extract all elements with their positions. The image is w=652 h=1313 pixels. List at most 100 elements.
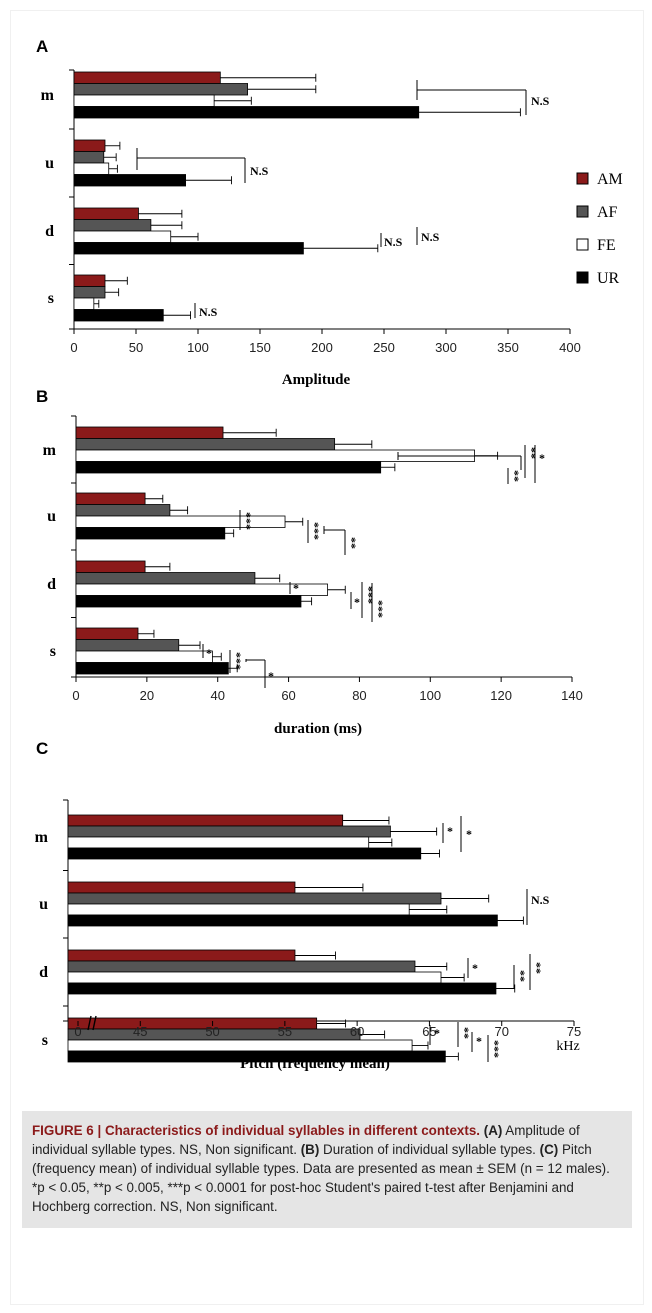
bar-FE-d xyxy=(73,230,172,243)
significance-label: N.S xyxy=(531,94,550,108)
bar-FE-d xyxy=(67,971,442,984)
bar-UR-u xyxy=(75,527,226,540)
significance-label: * xyxy=(354,595,360,609)
x-tick-label: 70 xyxy=(494,1024,508,1039)
significance-label: *** xyxy=(308,522,322,540)
bar-AF-d xyxy=(75,572,256,585)
legend-label-FE: FE xyxy=(597,237,616,254)
x-axis-title: duration (ms) xyxy=(274,721,362,737)
x-tick-label: 150 xyxy=(249,340,271,355)
x-tick-label: 300 xyxy=(435,340,457,355)
significance-label: ** xyxy=(458,1027,472,1039)
significance-label: *** xyxy=(488,1040,502,1058)
bar-AF-d xyxy=(67,960,416,973)
x-tick-label: 50 xyxy=(205,1024,219,1039)
bar-UR-s xyxy=(73,309,164,322)
bar-AM-m xyxy=(73,71,221,84)
significance-label: * xyxy=(447,824,453,838)
category-label-u: u xyxy=(47,508,56,525)
caption-title: FIGURE 6 | Characteristics of individual… xyxy=(32,1123,480,1138)
x-tick-label: 65 xyxy=(422,1024,436,1039)
bar-AF-m xyxy=(73,83,249,96)
legend-swatch-FE xyxy=(576,238,589,251)
significance-label: ** xyxy=(345,537,359,549)
significance-label: *** xyxy=(372,600,386,618)
x-tick-label: 50 xyxy=(129,340,143,355)
x-tick-label: 140 xyxy=(561,688,583,703)
x-tick-label: 80 xyxy=(352,688,366,703)
panel-label: B xyxy=(36,387,48,406)
bar-UR-u xyxy=(73,174,186,187)
significance-label: N.S xyxy=(250,164,269,178)
panel-label: C xyxy=(36,739,48,758)
x-axis-title: Pitch (frequency mean) xyxy=(240,1056,390,1072)
x-tick-label: 75 xyxy=(567,1024,581,1039)
category-label-s: s xyxy=(50,643,56,660)
axis-break-mark xyxy=(87,1015,92,1031)
x-tick-label: 400 xyxy=(559,340,581,355)
x-tick-label: 200 xyxy=(311,340,333,355)
bar-UR-d xyxy=(75,595,302,608)
significance-label: * xyxy=(268,669,274,683)
x-tick-label: 60 xyxy=(350,1024,364,1039)
legend-swatch-UR xyxy=(576,271,589,284)
bar-FE-u xyxy=(73,162,110,175)
caption-a-text: Amplitude of individual syllable types. … xyxy=(32,1123,580,1157)
significance-label: * xyxy=(466,827,472,841)
bar-AM-u xyxy=(67,881,296,894)
category-label-s: s xyxy=(42,1032,48,1049)
x-tick-label: 0 xyxy=(74,1024,81,1039)
x-tick-label: 100 xyxy=(419,688,441,703)
significance-label: ** xyxy=(508,470,522,482)
x-tick-label: 55 xyxy=(278,1024,292,1039)
caption-c-text: Pitch (frequency mean) of individual syl… xyxy=(32,1142,610,1214)
significance-label: ** xyxy=(530,962,544,974)
caption-a-label: (A) xyxy=(483,1123,503,1138)
bar-UR-s xyxy=(75,662,229,675)
category-label-m: m xyxy=(41,87,55,104)
bar-FE-u xyxy=(67,903,410,916)
bar-AM-d xyxy=(67,949,296,962)
category-label-m: m xyxy=(35,829,49,846)
x-tick-label: 40 xyxy=(210,688,224,703)
significance-label: *** xyxy=(240,512,254,530)
x-tick-label: 0 xyxy=(72,688,79,703)
x-unit-label: kHz xyxy=(556,1039,579,1054)
legend-label-UR: UR xyxy=(597,270,620,287)
significance-label: N.S xyxy=(384,235,403,249)
bar-AM-u xyxy=(73,139,106,152)
x-tick-label: 250 xyxy=(373,340,395,355)
category-label-d: d xyxy=(39,964,48,981)
bar-AM-u xyxy=(75,492,146,505)
bar-AM-m xyxy=(75,426,224,439)
x-tick-label: 0 xyxy=(70,340,77,355)
bar-UR-u xyxy=(67,914,498,927)
x-tick-label: 120 xyxy=(490,688,512,703)
legend-label-AM: AM xyxy=(597,171,623,188)
bar-FE-s xyxy=(67,1039,413,1052)
figure-caption: FIGURE 6 | Characteristics of individual… xyxy=(22,1111,632,1228)
bar-UR-d xyxy=(73,242,304,255)
significance-label: ** xyxy=(514,970,528,982)
bar-AM-m xyxy=(67,814,344,827)
panel-label: A xyxy=(36,37,48,56)
bar-AF-u xyxy=(67,892,442,905)
category-label-m: m xyxy=(43,442,57,459)
significance-label: * xyxy=(293,581,299,595)
significance-label: N.S xyxy=(199,305,218,319)
significance-label: * xyxy=(476,1034,482,1048)
x-axis-title: Amplitude xyxy=(282,372,351,388)
x-tick-label: 350 xyxy=(497,340,519,355)
bar-AF-u xyxy=(75,504,171,517)
x-tick-label: 100 xyxy=(187,340,209,355)
significance-label: * xyxy=(206,646,212,660)
category-label-s: s xyxy=(48,290,54,307)
axis-break-mark xyxy=(92,1015,97,1031)
category-label-d: d xyxy=(47,576,56,593)
bar-AF-d xyxy=(73,219,152,232)
category-label-u: u xyxy=(45,155,54,172)
x-tick-label: 45 xyxy=(133,1024,147,1039)
legend-swatch-AF xyxy=(576,205,589,218)
bar-UR-d xyxy=(67,982,497,995)
